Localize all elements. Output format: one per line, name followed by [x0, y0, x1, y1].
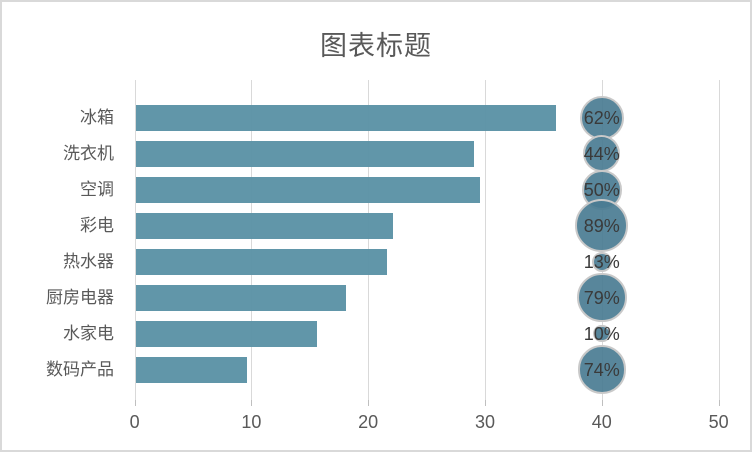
category-label: 水家电 [63, 323, 114, 343]
bubble-percentage-label: 10% [583, 323, 620, 344]
bar[interactable] [135, 176, 481, 203]
axis-tick-mark [718, 400, 720, 406]
bar[interactable] [135, 104, 557, 131]
chart-title: 图表标题 [320, 31, 432, 61]
gridline [251, 80, 253, 400]
x-tick-label: 10 [241, 412, 262, 432]
axis-tick-mark [485, 400, 486, 406]
bar[interactable] [135, 248, 387, 275]
gridline [485, 80, 486, 400]
bubble-percentage-label: 79% [583, 287, 620, 308]
category-label: 彩电 [80, 215, 114, 235]
bubble-percentage-label: 13% [583, 251, 620, 272]
bubble-percentage-label: 89% [583, 215, 620, 236]
bubble[interactable] [577, 345, 626, 394]
x-tick-label: 20 [358, 412, 379, 432]
category-label: 空调 [80, 179, 114, 199]
bar[interactable] [135, 212, 393, 239]
gridline [368, 80, 370, 400]
bubble-percentage-label: 74% [583, 359, 620, 380]
bubble[interactable] [576, 272, 627, 323]
x-tick-label: 0 [129, 412, 140, 432]
category-label: 数码产品 [46, 359, 114, 379]
bubble-percentage-label: 44% [583, 143, 620, 164]
bar[interactable] [135, 140, 475, 167]
axis-tick-mark [251, 400, 253, 406]
bar[interactable] [135, 320, 317, 347]
axis-tick-mark [134, 400, 136, 406]
x-tick-label: 50 [708, 412, 729, 432]
axis-tick-mark [601, 400, 603, 406]
bubble[interactable] [575, 199, 629, 253]
bubble[interactable] [591, 251, 612, 272]
axis-tick-mark [368, 400, 370, 406]
x-tick-label: 30 [474, 412, 496, 432]
bar[interactable] [135, 356, 247, 383]
category-label: 冰箱 [80, 107, 114, 127]
bar[interactable] [135, 284, 346, 311]
gridline [134, 80, 136, 400]
bubble-percentage-label: 50% [583, 179, 620, 200]
bubble[interactable] [592, 324, 611, 343]
x-tick-label: 40 [591, 412, 612, 432]
category-label: 热水器 [63, 251, 114, 271]
bubble-percentage-label: 62% [583, 107, 620, 128]
category-label: 厨房电器 [46, 287, 114, 307]
category-label: 洗衣机 [63, 143, 114, 163]
gridline [718, 80, 720, 400]
